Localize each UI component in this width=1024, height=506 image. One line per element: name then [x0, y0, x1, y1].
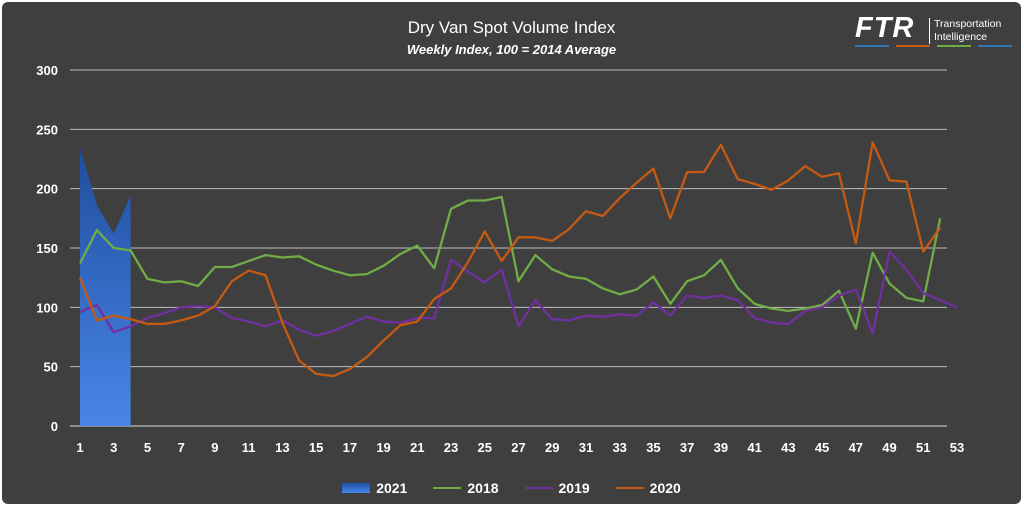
y-tick-label: 0 [51, 419, 58, 434]
legend-item-2020: 2020 [615, 480, 681, 496]
logo-brand: FTR [855, 12, 915, 44]
x-tick-label: 25 [478, 440, 492, 455]
x-tick-label: 35 [646, 440, 660, 455]
x-tick-label: 3 [110, 440, 117, 455]
x-tick-label: 15 [309, 440, 323, 455]
ftr-logo: FTR Transportation Intelligence [855, 12, 1013, 50]
chart-title: Dry Van Spot Volume Index [407, 18, 616, 37]
legend-swatch [342, 483, 371, 493]
x-tick-label: 45 [815, 440, 829, 455]
logo-bar [855, 45, 889, 47]
y-tick-label: 250 [36, 122, 58, 137]
y-tick-label: 300 [36, 63, 58, 78]
y-tick-label: 150 [36, 241, 58, 256]
chart-legend: 2021 2018 2019 2020 [2, 480, 1021, 496]
y-tick-label: 100 [36, 300, 58, 315]
x-tick-label: 53 [950, 440, 964, 455]
legend-label: 2021 [376, 480, 408, 496]
logo-tagline-1: Transportation [934, 18, 1002, 30]
legend-label: 2020 [649, 480, 681, 496]
legend-swatch [433, 487, 462, 489]
x-tick-label: 49 [882, 440, 896, 455]
logo-bar [937, 45, 971, 47]
x-tick-label: 29 [545, 440, 559, 455]
series-2021-area [80, 148, 131, 426]
x-tick-label: 51 [916, 440, 930, 455]
legend-item-2021: 2021 [342, 480, 407, 496]
series-2020-line [78, 141, 942, 378]
x-tick-label: 1 [76, 440, 83, 455]
x-tick-label: 11 [242, 440, 256, 455]
x-tick-label: 33 [612, 440, 626, 455]
x-tick-label: 17 [343, 440, 357, 455]
legend-swatch [615, 487, 644, 489]
logo-bar [978, 45, 1012, 47]
x-tick-label: 31 [579, 440, 593, 455]
x-tick-label: 43 [781, 440, 795, 455]
x-tick-label: 37 [680, 440, 694, 455]
x-tick-label: 39 [714, 440, 728, 455]
chart-subtitle: Weekly Index, 100 = 2014 Average [406, 42, 617, 57]
x-tick-label: 9 [211, 440, 218, 455]
x-tick-label: 23 [444, 440, 458, 455]
y-tick-label: 50 [44, 360, 58, 375]
x-tick-label: 13 [275, 440, 289, 455]
x-tick-label: 41 [747, 440, 761, 455]
x-tick-label: 5 [144, 440, 151, 455]
logo-color-bars [855, 45, 1013, 47]
x-tick-label: 27 [511, 440, 525, 455]
x-tick-label: 19 [376, 440, 390, 455]
logo-bar [896, 45, 930, 47]
y-tick-label: 200 [36, 182, 58, 197]
logo-tagline-2: Intelligence [934, 31, 988, 43]
x-tick-label: 47 [849, 440, 863, 455]
legend-item-2019: 2019 [524, 480, 590, 496]
legend-label: 2019 [558, 480, 590, 496]
logo-divider [929, 18, 930, 44]
series-2018-line [78, 195, 942, 330]
legend-item-2018: 2018 [433, 480, 499, 496]
legend-swatch [524, 487, 553, 489]
legend-label: 2018 [467, 480, 499, 496]
series-2019-line [79, 250, 958, 337]
x-tick-label: 7 [178, 440, 185, 455]
x-tick-label: 21 [410, 440, 424, 455]
